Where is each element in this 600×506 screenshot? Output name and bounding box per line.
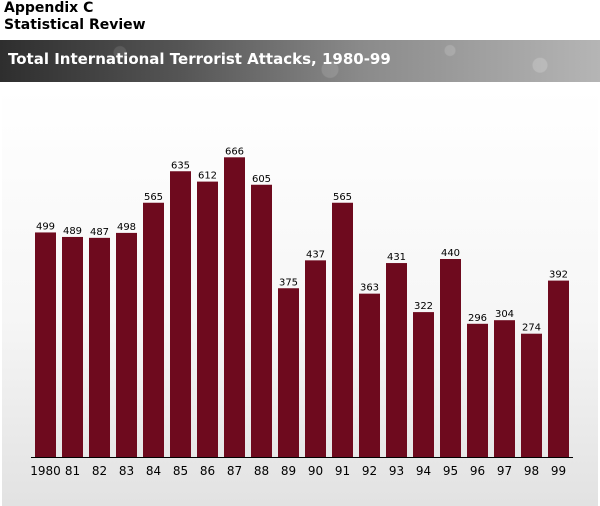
data-label-93: 431	[387, 252, 406, 263]
data-label-99: 392	[549, 270, 568, 281]
data-label-98: 274	[522, 323, 541, 334]
data-label-81: 489	[63, 226, 82, 237]
x-tick-86: 86	[200, 464, 215, 478]
bar-83	[116, 232, 137, 457]
data-label-82: 487	[90, 227, 109, 238]
x-tick-97: 97	[497, 464, 512, 478]
bar-94	[413, 312, 434, 457]
bar-95	[440, 259, 461, 457]
data-label-94: 322	[414, 301, 433, 312]
x-tick-91: 91	[335, 464, 350, 478]
chart-title: Total International Terrorist Attacks, 1…	[8, 50, 391, 68]
x-tick-99: 99	[551, 464, 566, 478]
bar-90	[305, 260, 326, 457]
data-label-85: 635	[171, 160, 190, 171]
data-label-83: 498	[117, 222, 136, 233]
bar-88	[251, 184, 272, 457]
bar-97	[494, 320, 515, 457]
data-label-91: 565	[333, 192, 352, 203]
x-tick-93: 93	[389, 464, 404, 478]
data-label-89: 375	[279, 277, 298, 288]
data-label-87: 666	[225, 146, 244, 157]
data-label-90: 437	[306, 249, 325, 260]
bar-98	[521, 333, 542, 457]
x-tick-95: 95	[443, 464, 458, 478]
x-tick-92: 92	[362, 464, 377, 478]
data-label-95: 440	[441, 248, 460, 259]
x-tick-1980: 1980	[30, 464, 61, 478]
x-tick-81: 81	[65, 464, 80, 478]
bar-85	[170, 171, 191, 457]
data-label-84: 565	[144, 192, 163, 203]
x-tick-83: 83	[119, 464, 134, 478]
section-title: Statistical Review	[4, 17, 146, 33]
bar-99	[548, 280, 569, 457]
x-tick-87: 87	[227, 464, 242, 478]
bar-82	[89, 237, 110, 457]
bar-96	[467, 323, 488, 457]
x-tick-85: 85	[173, 464, 188, 478]
bar-84	[143, 202, 164, 457]
x-tick-88: 88	[254, 464, 269, 478]
x-tick-89: 89	[281, 464, 296, 478]
bar-89	[278, 288, 299, 457]
data-label-92: 363	[360, 283, 379, 294]
bar-87	[224, 157, 245, 458]
x-tick-94: 94	[416, 464, 431, 478]
bar-81	[62, 236, 83, 457]
x-tick-84: 84	[146, 464, 161, 478]
bar-1980	[35, 232, 56, 457]
data-label-88: 605	[252, 174, 271, 185]
x-tick-90: 90	[308, 464, 323, 478]
data-label-97: 304	[495, 309, 514, 320]
bar-92	[359, 293, 380, 457]
page-header: Appendix C Statistical Review	[4, 0, 146, 34]
x-tick-98: 98	[524, 464, 539, 478]
x-tick-96: 96	[470, 464, 485, 478]
appendix-label: Appendix C	[4, 0, 94, 16]
chart-title-banner: Total International Terrorist Attacks, 1…	[0, 40, 600, 82]
bar-86	[197, 181, 218, 457]
x-tick-82: 82	[92, 464, 107, 478]
data-label-86: 612	[198, 171, 217, 182]
data-label-1980: 499	[36, 221, 55, 232]
data-label-96: 296	[468, 313, 487, 324]
bar-93	[386, 263, 407, 457]
bar-91	[332, 202, 353, 457]
